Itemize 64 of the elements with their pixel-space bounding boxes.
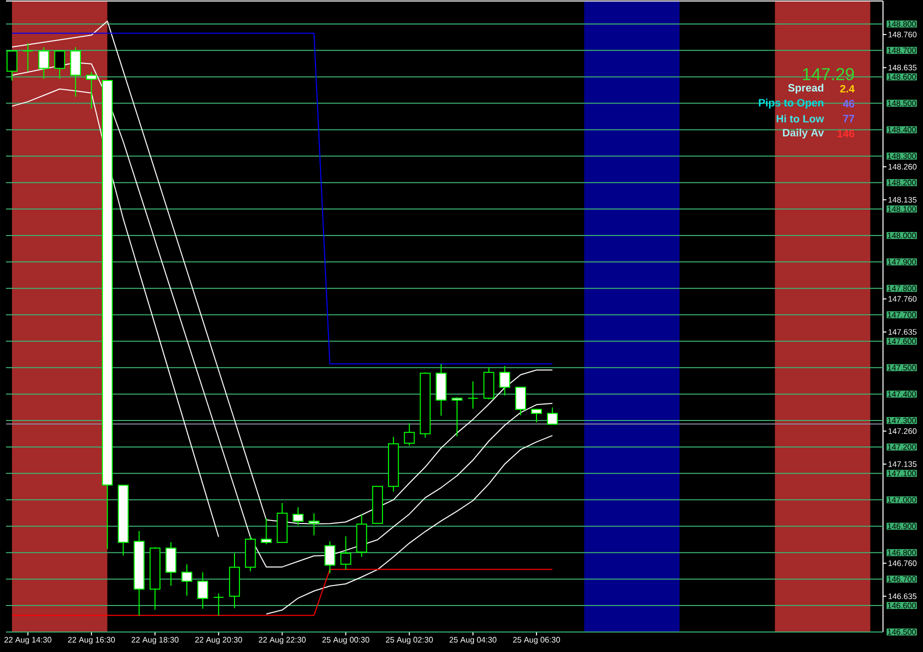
- ref-line-label: 148.300: [888, 153, 916, 159]
- y-tick-label: 148.260: [888, 164, 917, 170]
- ref-line-label: 147.400: [888, 391, 916, 397]
- x-tick-label: 22 Aug 14:30: [4, 636, 52, 644]
- y-tick-label: 147.260: [888, 428, 917, 434]
- ref-line-label: 148.100: [888, 206, 916, 212]
- y-tick-label: 148.635: [888, 64, 917, 70]
- line-series: [11, 20, 553, 524]
- candlestick: [197, 572, 208, 610]
- x-tick-label: 22 Aug 22:30: [258, 636, 306, 644]
- candlestick: [531, 408, 542, 423]
- ref-line-label: 146.500: [888, 629, 916, 635]
- x-tick-label: 25 Aug 04:30: [450, 636, 496, 644]
- ref-line-label: 147.700: [888, 312, 916, 318]
- candlestick: [515, 386, 526, 416]
- candlestick: [6, 50, 18, 82]
- y-tick-label: 147.760: [888, 296, 917, 302]
- ref-line-label: 147.100: [888, 470, 916, 476]
- ref-line-label: 146.900: [888, 523, 916, 530]
- candlestick: [340, 536, 352, 570]
- x-tick-label: 22 Aug 18:30: [132, 636, 178, 644]
- ref-line-label: 146.800: [888, 550, 916, 556]
- x-tick-label: 25 Aug 02:30: [386, 636, 433, 644]
- candlestick: [499, 366, 510, 396]
- y-tick-label: 148.760: [888, 32, 917, 38]
- candlestick: [181, 564, 192, 596]
- ref-line-label: 147.500: [888, 364, 916, 370]
- annotation: 146: [838, 130, 854, 138]
- candlestick: [467, 380, 478, 410]
- ref-line-label: 148.200: [888, 180, 916, 186]
- y-tick-label: 146.635: [888, 593, 917, 600]
- y-tick-label: 147.635: [888, 329, 917, 335]
- ref-line-label: 148.400: [888, 126, 916, 133]
- x-tick-label: 22 Aug 20:30: [195, 636, 242, 644]
- annotation: Spread: [788, 84, 824, 94]
- annotation: 2.4: [840, 84, 855, 92]
- y-tick-label: 148.135: [888, 196, 917, 203]
- x-tick-label: 22 Aug 16:30: [68, 636, 115, 644]
- y-tick-label: 147.135: [888, 461, 917, 467]
- ref-line-label: 148.000: [888, 232, 916, 238]
- x-tick-label: 25 Aug 06:30: [513, 636, 560, 644]
- ref-line-label: 148.600: [888, 74, 916, 80]
- ref-line-label: 147.600: [888, 338, 916, 344]
- ref-line-label: 147.900: [888, 259, 916, 265]
- ref-line-label: 146.700: [888, 576, 916, 582]
- candlestick: [213, 592, 224, 616]
- candlestick: [452, 396, 462, 437]
- ref-line-label: 147.300: [888, 418, 916, 424]
- ref-line-label: 146.600: [888, 602, 916, 608]
- ref-line-label: 147.800: [888, 286, 916, 292]
- candlestick: [404, 422, 415, 446]
- annotation: Hi to Low: [776, 114, 824, 123]
- ref-line-label: 147.000: [888, 496, 916, 503]
- ref-line-label: 148.800: [888, 21, 916, 27]
- annotation: Daily Av: [783, 128, 824, 139]
- candlestick: [54, 50, 66, 80]
- ref-line-label: 148.700: [888, 48, 916, 54]
- annotation: 77: [843, 114, 854, 122]
- candlestick: [546, 407, 558, 425]
- candlestick: [22, 42, 34, 72]
- ref-line-label: 148.500: [888, 100, 916, 106]
- y-tick-label: 146.760: [888, 560, 917, 566]
- x-tick-label: 25 Aug 00:30: [322, 636, 370, 644]
- ref-line-label: 147.200: [888, 444, 916, 450]
